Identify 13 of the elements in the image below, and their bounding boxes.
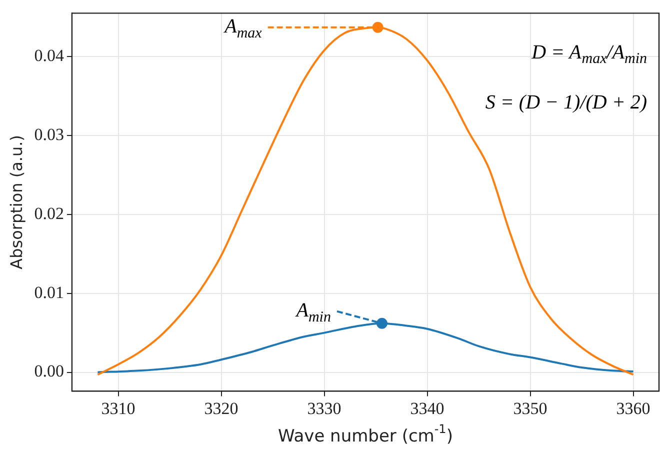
y-tick-label: 0.03: [34, 124, 64, 144]
x-tick-label: 3330: [307, 398, 342, 418]
y-tick-label: 0.02: [34, 204, 64, 223]
y-tick-label: 0.01: [34, 282, 64, 302]
y-tick-label: 0.04: [34, 46, 64, 66]
y-tick-label: 0.00: [34, 362, 64, 381]
x-tick-label: 3360: [616, 398, 650, 418]
x-tick-label: 3310: [101, 398, 136, 418]
x-tick-label: 3320: [204, 398, 238, 418]
y-axis-title: Absorption (a.u.): [6, 135, 26, 270]
annotation: S = (D − 1)/(D + 2): [485, 91, 648, 114]
x-tick-label: 3350: [513, 398, 548, 418]
x-tick-label: 3340: [410, 398, 444, 418]
